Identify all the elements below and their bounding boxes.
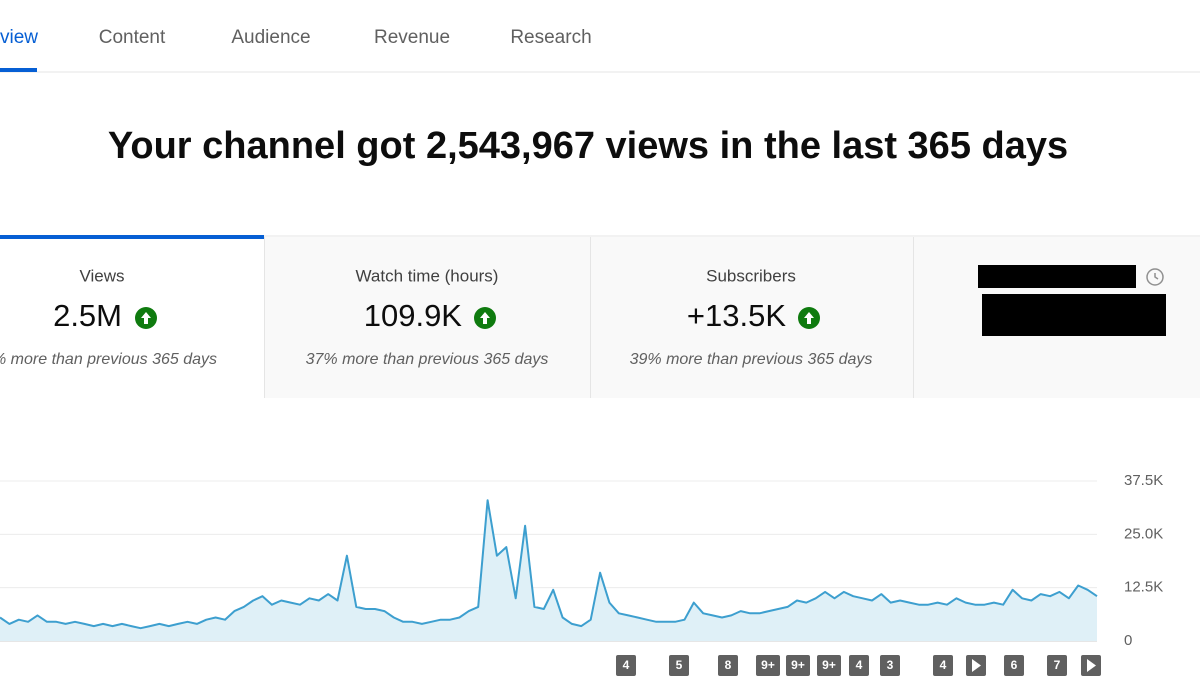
card-label: Watch time (hours) bbox=[356, 266, 499, 285]
card-note: 37% more than previous 365 days bbox=[306, 351, 549, 368]
y-tick-label: 37.5K bbox=[1124, 472, 1163, 489]
card[interactable] bbox=[265, 237, 590, 398]
card[interactable] bbox=[0, 236, 264, 398]
up-arrow-icons bbox=[135, 307, 820, 329]
y-tick-label: 12.5K bbox=[1124, 579, 1163, 596]
redacted-block bbox=[978, 265, 1136, 288]
video-marker-label: 9+ bbox=[822, 658, 836, 672]
video-marker[interactable] bbox=[1004, 655, 1024, 676]
card[interactable] bbox=[591, 237, 913, 398]
card-value: +13.5K bbox=[687, 298, 786, 333]
video-marker[interactable] bbox=[817, 655, 841, 676]
video-marker-label: 4 bbox=[856, 658, 863, 672]
headline: Your channel got 2,543,967 views in the … bbox=[108, 125, 1068, 167]
area-fill bbox=[0, 500, 1097, 641]
video-marker-label: 3 bbox=[887, 658, 894, 672]
video-marker[interactable] bbox=[669, 655, 689, 676]
line bbox=[0, 499, 1098, 630]
active-tab-underline bbox=[0, 68, 37, 72]
video-marker-label: 8 bbox=[725, 658, 732, 672]
video-marker[interactable] bbox=[616, 655, 636, 676]
tab[interactable]: view bbox=[0, 27, 38, 48]
video-marker-label: 6 bbox=[1011, 658, 1018, 672]
tab[interactable]: Revenue bbox=[374, 27, 450, 48]
card-value: 109.9K bbox=[364, 298, 463, 333]
active-card-bar bbox=[0, 235, 264, 239]
video-marker[interactable] bbox=[933, 655, 953, 676]
video-marker-label: 4 bbox=[623, 658, 630, 672]
clock-icon bbox=[1146, 268, 1164, 286]
card-note: 39% more than previous 365 days bbox=[630, 351, 873, 368]
video-marker[interactable] bbox=[1047, 655, 1067, 676]
video-marker-label: 9+ bbox=[761, 658, 775, 672]
video-marker-label: 9+ bbox=[791, 658, 805, 672]
redacted-block bbox=[982, 294, 1166, 336]
play-icon bbox=[1087, 659, 1096, 672]
play-icon bbox=[972, 659, 981, 672]
video-marker-label: 7 bbox=[1054, 658, 1061, 672]
card-label: Subscribers bbox=[706, 266, 796, 285]
video-marker-label: 4 bbox=[940, 658, 947, 672]
video-marker[interactable] bbox=[849, 655, 869, 676]
chart: 0 12.5K 25.0K 37.5K bbox=[0, 472, 1163, 649]
tab[interactable]: Content bbox=[99, 27, 166, 48]
card-label: Views bbox=[79, 266, 124, 285]
video-marker-label: 5 bbox=[676, 658, 683, 672]
video-marker[interactable] bbox=[756, 655, 780, 676]
tab[interactable]: Research bbox=[510, 27, 591, 48]
video-marker[interactable] bbox=[718, 655, 738, 676]
tab[interactable]: Audience bbox=[231, 27, 310, 48]
card-note: % more than previous 365 days bbox=[0, 351, 217, 368]
y-tick-label: 0 bbox=[1124, 632, 1132, 649]
card-value: 2.5M bbox=[53, 298, 122, 333]
video-marker[interactable] bbox=[880, 655, 900, 676]
video-marker[interactable] bbox=[786, 655, 810, 676]
y-tick-label: 25.0K bbox=[1124, 525, 1163, 542]
